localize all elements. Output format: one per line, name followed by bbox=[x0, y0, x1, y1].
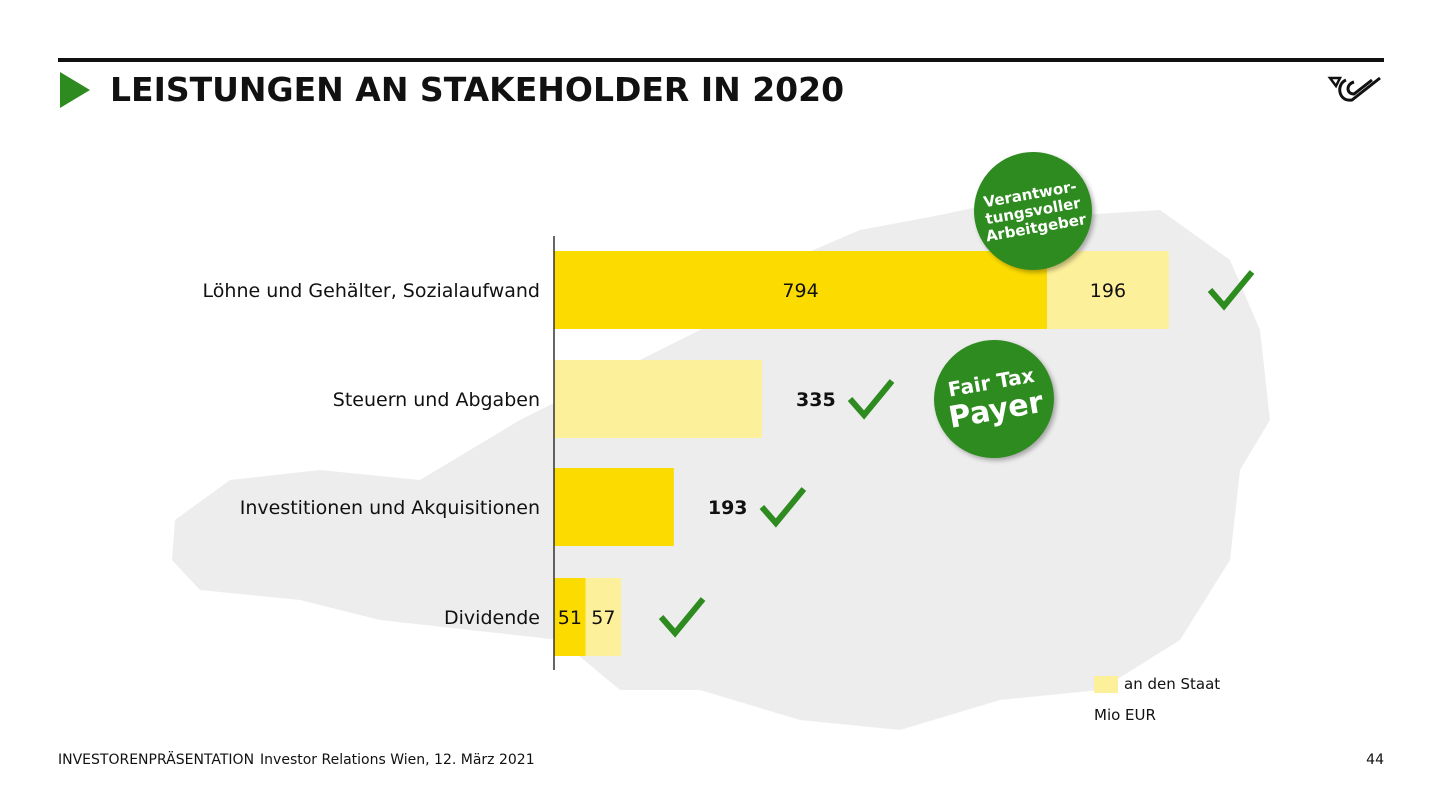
top-rule bbox=[58, 58, 1384, 62]
footer-text: Investor Relations Wien, 12. März 2021 bbox=[260, 752, 535, 768]
category-label: Investitionen und Akquisitionen bbox=[240, 497, 540, 519]
footer-section: INVESTORENPRÄSENTATION bbox=[58, 752, 255, 768]
austria-map-background bbox=[172, 200, 1270, 730]
page-number: 44 bbox=[1366, 752, 1384, 768]
bar-state bbox=[585, 578, 622, 656]
category-label: Dividende bbox=[444, 607, 540, 629]
title-triangle-icon bbox=[60, 72, 90, 108]
bar-state bbox=[1047, 251, 1169, 329]
checkmark-icon bbox=[847, 379, 895, 420]
footer: INVESTORENPRÄSENTATION Investor Relations… bbox=[58, 752, 535, 768]
data-label: 196 bbox=[1090, 280, 1126, 302]
legend-swatch-state bbox=[1094, 675, 1118, 693]
data-label: 335 bbox=[796, 389, 836, 411]
bar-own bbox=[554, 468, 674, 546]
legend-label: an den Staat bbox=[1124, 675, 1221, 693]
checkmark-icon bbox=[1207, 270, 1255, 311]
data-label: 794 bbox=[782, 280, 818, 302]
checkmark-icon bbox=[759, 487, 807, 528]
legend: an den Staat bbox=[1094, 675, 1220, 693]
category-label: Löhne und Gehälter, Sozialaufwand bbox=[203, 280, 540, 302]
post-horn-logo-icon bbox=[1327, 76, 1381, 102]
data-label: 193 bbox=[708, 497, 748, 519]
checkmark-icon bbox=[658, 597, 706, 638]
unit-label: Mio EUR bbox=[1094, 706, 1156, 724]
data-label: 57 bbox=[591, 607, 615, 629]
bar-own bbox=[554, 578, 586, 656]
category-label: Steuern und Abgaben bbox=[333, 389, 540, 411]
page-title: LEISTUNGEN AN STAKEHOLDER IN 2020 bbox=[110, 70, 845, 109]
data-label: 51 bbox=[558, 607, 582, 629]
bar-own bbox=[554, 251, 1048, 329]
bar-state bbox=[554, 360, 763, 438]
